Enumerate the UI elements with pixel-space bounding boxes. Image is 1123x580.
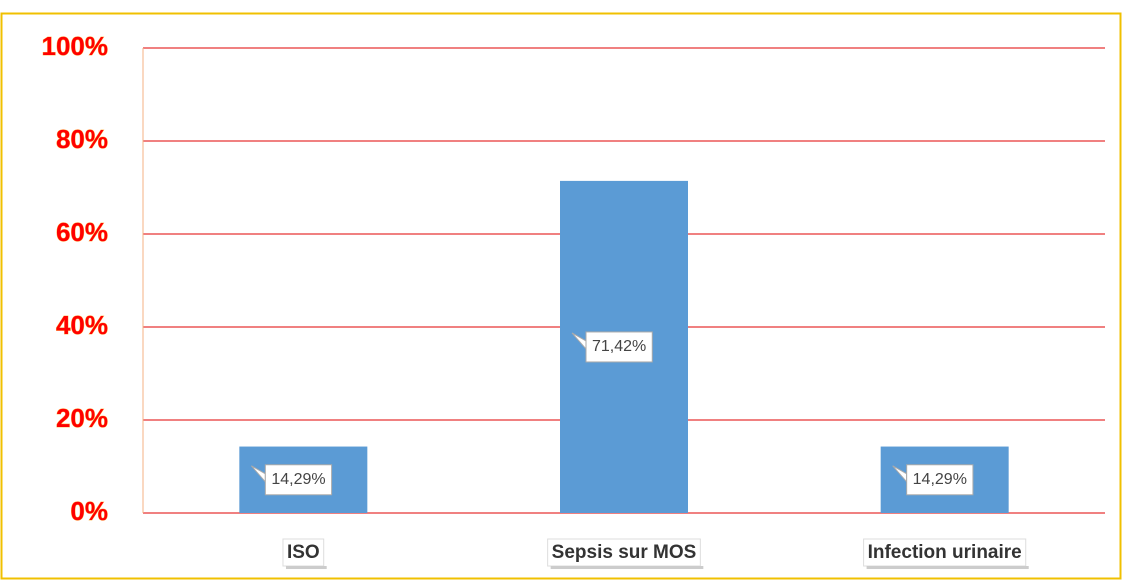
- value-label: 71,42%: [592, 338, 646, 355]
- x-tick-label: ISO: [287, 542, 320, 563]
- x-tick-label-box: [282, 538, 325, 567]
- y-tick-label: 80%: [56, 124, 108, 154]
- value-label-box: [906, 464, 974, 496]
- value-label-box: [264, 464, 333, 496]
- y-tick-label: 100%: [42, 31, 109, 61]
- x-tick-label-shadow: [866, 566, 1029, 570]
- x-tick-label-box: [547, 538, 701, 567]
- y-tick-label: 20%: [56, 403, 108, 433]
- y-tick-label: 0%: [70, 496, 108, 526]
- y-tick-label: 40%: [56, 310, 108, 340]
- y-tick-label: 60%: [56, 217, 108, 247]
- value-label: 14,29%: [913, 471, 967, 488]
- x-tick-label-shadow: [550, 566, 704, 570]
- value-label-box: [585, 331, 653, 363]
- value-label: 14,29%: [271, 471, 325, 488]
- x-tick-label: Infection urinaire: [868, 542, 1022, 563]
- x-tick-label: Sepsis sur MOS: [552, 542, 697, 563]
- x-tick-label-shadow: [285, 566, 327, 570]
- x-tick-label-box: [863, 538, 1027, 567]
